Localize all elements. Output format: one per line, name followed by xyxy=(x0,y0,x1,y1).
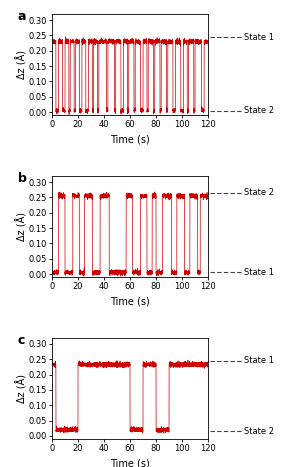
Y-axis label: Δz (Å): Δz (Å) xyxy=(16,50,27,79)
Text: State 1: State 1 xyxy=(244,268,274,277)
Text: a: a xyxy=(18,10,26,23)
X-axis label: Time (s): Time (s) xyxy=(110,297,150,306)
X-axis label: Time (s): Time (s) xyxy=(110,459,150,467)
Text: State 2: State 2 xyxy=(244,427,274,436)
Text: b: b xyxy=(18,172,27,185)
Text: State 1: State 1 xyxy=(244,33,274,42)
Text: State 2: State 2 xyxy=(244,106,274,115)
Text: State 1: State 1 xyxy=(244,356,274,365)
Y-axis label: Δz (Å): Δz (Å) xyxy=(16,374,27,403)
Text: c: c xyxy=(18,334,25,347)
Y-axis label: Δz (Å): Δz (Å) xyxy=(16,212,27,241)
Text: State 2: State 2 xyxy=(244,188,274,197)
X-axis label: Time (s): Time (s) xyxy=(110,134,150,145)
